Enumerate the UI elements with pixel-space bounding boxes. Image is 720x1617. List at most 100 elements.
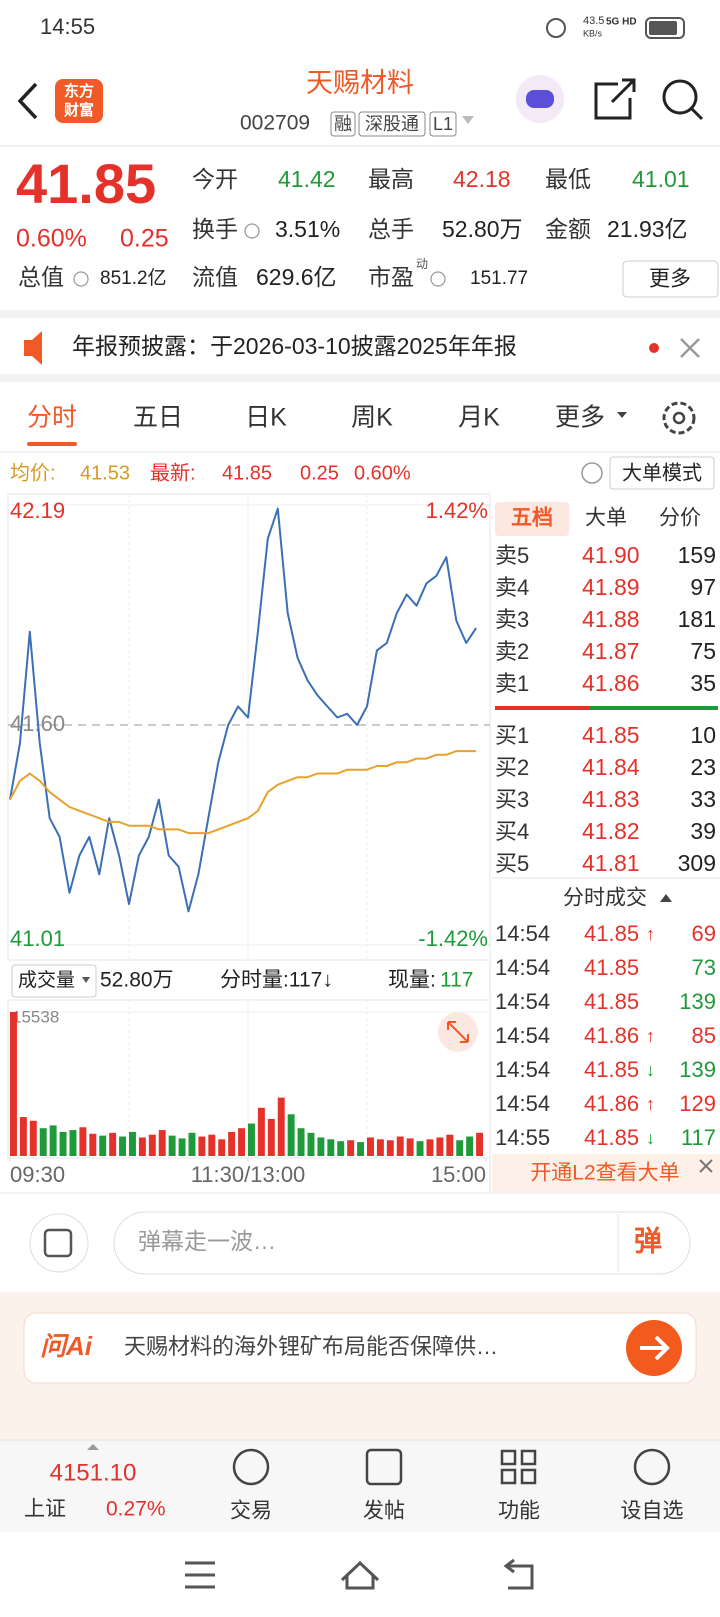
bid-bar xyxy=(590,706,718,710)
volume-bar xyxy=(188,1132,196,1156)
comment-settings-button[interactable] xyxy=(29,1213,89,1273)
l2-banner[interactable]: 开通L2查看大单 xyxy=(530,1162,679,1185)
volume-bar xyxy=(148,1134,156,1156)
close-button[interactable] xyxy=(699,1159,713,1173)
back-nav-button[interactable] xyxy=(503,1558,534,1590)
bottom-nav-bg xyxy=(0,1440,720,1532)
book-price: 41.83 xyxy=(582,786,640,812)
chart-tab[interactable]: 分时 xyxy=(27,404,77,432)
volume-bar xyxy=(337,1141,345,1156)
function-icon[interactable] xyxy=(500,1449,537,1485)
net-speed-unit: KB/s xyxy=(583,28,603,38)
info-icon[interactable] xyxy=(244,223,260,239)
nav-item[interactable]: 功能 xyxy=(498,1500,540,1523)
trades-title: 分时成交 xyxy=(563,887,647,910)
volume-bar xyxy=(416,1141,424,1156)
volume-bar xyxy=(446,1134,454,1156)
settings-button[interactable] xyxy=(662,401,696,435)
collapse-icon[interactable] xyxy=(660,894,672,902)
back-button[interactable] xyxy=(17,82,38,120)
stat-value: 52.80万 xyxy=(442,216,523,242)
volume-bar xyxy=(287,1114,295,1156)
stock-tag: 融 xyxy=(334,114,352,134)
volume-bar xyxy=(49,1125,57,1156)
info-icon[interactable] xyxy=(73,271,89,287)
home-button[interactable] xyxy=(340,1560,380,1590)
book-level: 买2 xyxy=(495,755,529,780)
book-price: 41.85 xyxy=(582,722,640,748)
close-button[interactable] xyxy=(680,338,700,358)
chart-tab[interactable]: 月K xyxy=(458,404,500,432)
book-level: 卖3 xyxy=(495,607,529,632)
help-icon[interactable] xyxy=(581,462,603,484)
trade-volume: 117 xyxy=(681,1125,716,1150)
nav-item[interactable]: 设自选 xyxy=(621,1500,684,1523)
chart-tab[interactable]: 更多 xyxy=(555,404,605,432)
volume-bar xyxy=(69,1130,77,1156)
share-button[interactable] xyxy=(594,78,636,120)
ai-question[interactable]: 天赐材料的海外锂矿布局能否保障供… xyxy=(124,1334,498,1359)
info-icon[interactable] xyxy=(430,271,446,287)
book-tab[interactable]: 分价 xyxy=(659,507,701,530)
unread-dot xyxy=(649,343,659,353)
trade-direction: ↑ xyxy=(646,1094,655,1114)
volume-selector-label[interactable]: 成交量 xyxy=(18,969,75,991)
change-amount: 0.25 xyxy=(120,225,169,253)
volume-bar xyxy=(386,1140,394,1156)
stat-label: 最低 xyxy=(545,166,591,192)
network-type: 5G HD xyxy=(606,17,637,28)
price-chart-frame xyxy=(7,493,491,961)
book-volume: 10 xyxy=(690,722,716,748)
menu-button[interactable] xyxy=(185,1561,215,1589)
x-tick-label: 11:30/13:00 xyxy=(191,1162,306,1187)
chart-tab[interactable]: 周K xyxy=(351,404,393,432)
mode-button[interactable] xyxy=(609,456,715,490)
logo-text: 财富 xyxy=(64,101,94,119)
search-button[interactable] xyxy=(662,79,698,115)
post-icon[interactable] xyxy=(365,1448,403,1486)
more-button[interactable] xyxy=(622,260,719,298)
book-tab[interactable]: 大单 xyxy=(585,507,627,530)
volume-bar xyxy=(238,1128,246,1156)
more-button-label[interactable]: 更多 xyxy=(649,268,691,291)
average-line xyxy=(9,750,477,835)
nav-item[interactable]: 交易 xyxy=(230,1500,272,1523)
stat-value: 21.93亿 xyxy=(607,216,688,242)
index-name: 上证 xyxy=(24,1498,66,1521)
book-tab[interactable]: 五档 xyxy=(511,506,553,530)
book-level: 买1 xyxy=(495,723,529,748)
chart-tab[interactable]: 五日 xyxy=(133,404,183,432)
chart-tab[interactable]: 日K xyxy=(245,404,287,432)
volume-bar xyxy=(109,1132,117,1156)
comment-input[interactable] xyxy=(113,1211,691,1275)
nav-item[interactable]: 发帖 xyxy=(363,1500,405,1523)
trade-price: 41.85 xyxy=(584,955,639,980)
mode-button-label[interactable]: 大单模式 xyxy=(622,461,702,484)
l2-banner-bg[interactable] xyxy=(492,1154,720,1192)
book-volume: 33 xyxy=(690,786,716,812)
settings-center xyxy=(672,411,686,425)
volume-bar xyxy=(168,1135,176,1156)
dropdown-icon[interactable] xyxy=(617,412,627,418)
trade-time: 14:54 xyxy=(495,921,550,946)
trade-price: 41.85 xyxy=(584,1125,639,1150)
ai-card[interactable] xyxy=(23,1312,697,1384)
stat-label: 今开 xyxy=(192,166,238,192)
stat-value: 41.42 xyxy=(278,166,336,192)
icon-cell xyxy=(520,1468,537,1485)
comment-placeholder[interactable]: 弹幕走一波… xyxy=(138,1228,276,1254)
volume-bar xyxy=(248,1123,255,1156)
divider-band xyxy=(0,374,720,382)
dropdown-icon[interactable] xyxy=(462,116,474,124)
book-volume: 35 xyxy=(690,670,716,696)
volume-bar xyxy=(396,1136,404,1156)
volume-selector[interactable] xyxy=(11,964,97,998)
stock-code: 002709 xyxy=(240,112,310,135)
watchlist-icon[interactable] xyxy=(633,1448,671,1486)
danmaku-button[interactable]: 弹 xyxy=(634,1225,662,1256)
volume-bar xyxy=(178,1138,186,1156)
book-level: 卖5 xyxy=(495,543,529,568)
trade-icon[interactable] xyxy=(232,1448,270,1486)
tag-box xyxy=(330,111,356,137)
expand-icon[interactable] xyxy=(87,1444,99,1450)
